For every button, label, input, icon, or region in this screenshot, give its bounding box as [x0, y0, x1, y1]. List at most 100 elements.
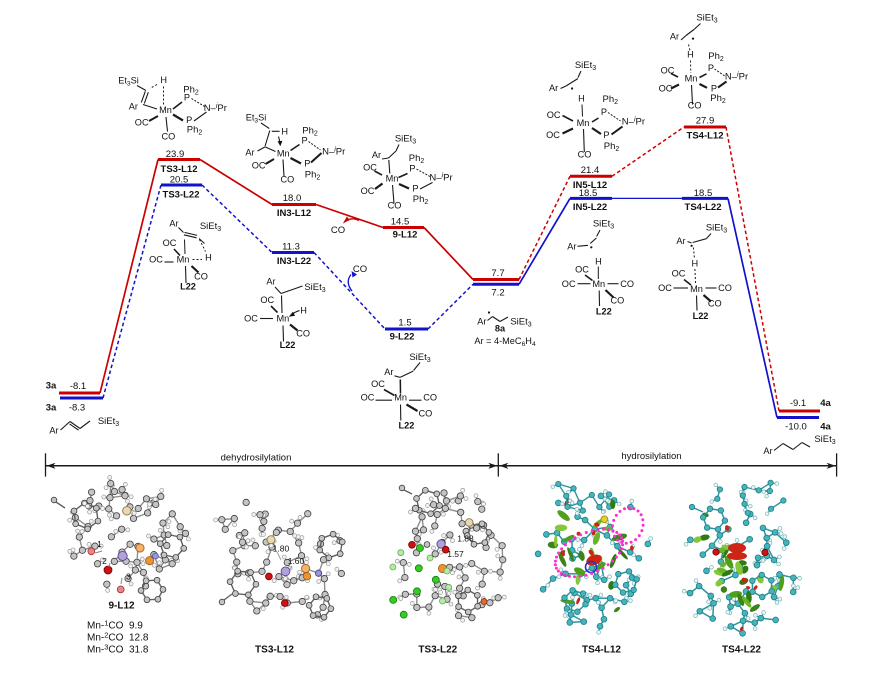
- svg-text:OC: OC: [659, 84, 673, 94]
- svg-text:-8.3: -8.3: [69, 403, 85, 414]
- svg-text:IN5-L12: IN5-L12: [573, 180, 607, 191]
- svg-text:IN3-L22: IN3-L22: [277, 256, 311, 267]
- svg-text:-8.1: -8.1: [70, 381, 86, 392]
- svg-text:N–iPr: N–iPr: [429, 173, 452, 184]
- svg-text:SiEt3: SiEt3: [395, 134, 416, 146]
- svg-text:7.2: 7.2: [491, 288, 504, 299]
- svg-text:CO: CO: [419, 409, 433, 419]
- svg-text:P: P: [708, 63, 714, 73]
- svg-text:27.9: 27.9: [696, 116, 715, 127]
- svg-text:TS3-L22: TS3-L22: [418, 645, 457, 656]
- svg-text:P: P: [304, 159, 310, 169]
- svg-text:dehydrosilylation: dehydrosilylation: [221, 453, 292, 464]
- svg-text:CO: CO: [718, 283, 732, 293]
- svg-text:1.60: 1.60: [288, 556, 305, 566]
- svg-text:3a: 3a: [46, 403, 57, 414]
- svg-text:Mn: Mn: [685, 74, 698, 84]
- svg-text:SiEt3: SiEt3: [814, 434, 835, 446]
- svg-text:SiEt3: SiEt3: [409, 352, 430, 364]
- svg-text:23.9: 23.9: [166, 149, 185, 160]
- svg-text:OC: OC: [163, 238, 177, 248]
- svg-text:P: P: [184, 93, 190, 103]
- svg-text:Ar: Ar: [245, 148, 254, 158]
- svg-text:SiEt3: SiEt3: [706, 223, 727, 235]
- svg-text:OC: OC: [547, 110, 561, 120]
- svg-text:Ar: Ar: [549, 83, 558, 93]
- svg-text:H: H: [300, 306, 307, 316]
- svg-text:OC: OC: [361, 393, 375, 403]
- svg-text:4a: 4a: [820, 422, 831, 433]
- svg-text:OC: OC: [149, 255, 163, 265]
- svg-text:3: 3: [126, 572, 131, 582]
- svg-text:14.5: 14.5: [391, 217, 410, 228]
- svg-text:P: P: [601, 107, 607, 117]
- svg-text:Mn: Mn: [177, 255, 190, 265]
- svg-text:OC: OC: [252, 161, 266, 171]
- svg-text:Ar: Ar: [384, 367, 393, 377]
- svg-text:CO: CO: [708, 299, 722, 309]
- svg-text:IN3-L12: IN3-L12: [277, 208, 311, 219]
- svg-text:N–iPr: N–iPr: [322, 147, 345, 158]
- svg-text:Ph2: Ph2: [710, 93, 726, 105]
- svg-text:18.5: 18.5: [579, 188, 598, 199]
- svg-text:H: H: [595, 256, 602, 266]
- svg-text:Ar: Ar: [49, 426, 58, 436]
- svg-text:TS4-L22: TS4-L22: [722, 645, 761, 656]
- svg-text:SiEt3: SiEt3: [98, 416, 119, 428]
- svg-text:Mn: Mn: [277, 314, 290, 324]
- svg-text:N–iPr: N–iPr: [204, 103, 227, 114]
- svg-text:Ph2: Ph2: [409, 153, 425, 165]
- svg-text:Ar: Ar: [372, 150, 381, 160]
- svg-text:P: P: [186, 115, 192, 125]
- svg-text:Ar: Ar: [266, 276, 275, 286]
- svg-text:SiEt3: SiEt3: [304, 282, 325, 294]
- svg-text:OC: OC: [575, 265, 589, 275]
- svg-text:L22: L22: [693, 311, 709, 321]
- svg-text:3a: 3a: [46, 381, 57, 392]
- svg-text:CO: CO: [296, 329, 310, 339]
- svg-text:N–iPr: N–iPr: [622, 117, 645, 128]
- svg-text:9-L12: 9-L12: [393, 230, 418, 241]
- svg-text:Ar: Ar: [567, 242, 576, 252]
- svg-text:Ar: Ar: [477, 317, 486, 327]
- svg-text:Ar: Ar: [676, 236, 685, 246]
- svg-text:18.0: 18.0: [283, 193, 302, 204]
- svg-text:CO: CO: [281, 175, 295, 185]
- svg-text:H: H: [687, 50, 694, 60]
- svg-text:L22: L22: [280, 340, 296, 350]
- svg-text:1.80: 1.80: [273, 544, 290, 554]
- svg-text:H: H: [281, 127, 288, 137]
- svg-text:CO: CO: [423, 393, 437, 403]
- svg-text:TS3-L22: TS3-L22: [163, 190, 200, 201]
- svg-text:H: H: [205, 253, 212, 263]
- svg-text:L22: L22: [398, 421, 414, 431]
- svg-text:CO: CO: [162, 132, 176, 142]
- svg-text:CO: CO: [353, 264, 367, 275]
- svg-text:Et3Si: Et3Si: [118, 76, 139, 88]
- svg-text:1.5: 1.5: [398, 318, 411, 329]
- svg-text:Ph2: Ph2: [603, 94, 619, 106]
- svg-text:P: P: [603, 130, 609, 140]
- svg-text:SiEt3: SiEt3: [696, 13, 717, 25]
- svg-text:Ph2: Ph2: [413, 194, 429, 206]
- svg-text:Ph2: Ph2: [604, 141, 620, 153]
- svg-text:-10.0: -10.0: [785, 422, 807, 433]
- svg-text:P: P: [412, 184, 418, 194]
- svg-text:SiEt3: SiEt3: [200, 221, 221, 233]
- svg-text:SiEt3: SiEt3: [593, 219, 614, 231]
- svg-text:IN5-L22: IN5-L22: [573, 202, 607, 213]
- svg-text:2: 2: [102, 556, 107, 566]
- svg-text:Ph2: Ph2: [183, 85, 199, 97]
- svg-text:P: P: [302, 136, 308, 146]
- svg-text:CO: CO: [331, 225, 345, 236]
- svg-text:9-L22: 9-L22: [390, 332, 415, 343]
- svg-text:L22: L22: [596, 306, 612, 316]
- svg-text:OC: OC: [371, 379, 385, 389]
- svg-text:Mn: Mn: [386, 174, 399, 184]
- svg-text:N–iPr: N–iPr: [725, 72, 748, 83]
- svg-text:Mn: Mn: [394, 393, 407, 403]
- svg-text:CO: CO: [611, 295, 625, 305]
- svg-text:8a: 8a: [495, 324, 506, 334]
- svg-text:Mn: Mn: [690, 284, 703, 294]
- svg-text:H: H: [160, 75, 167, 85]
